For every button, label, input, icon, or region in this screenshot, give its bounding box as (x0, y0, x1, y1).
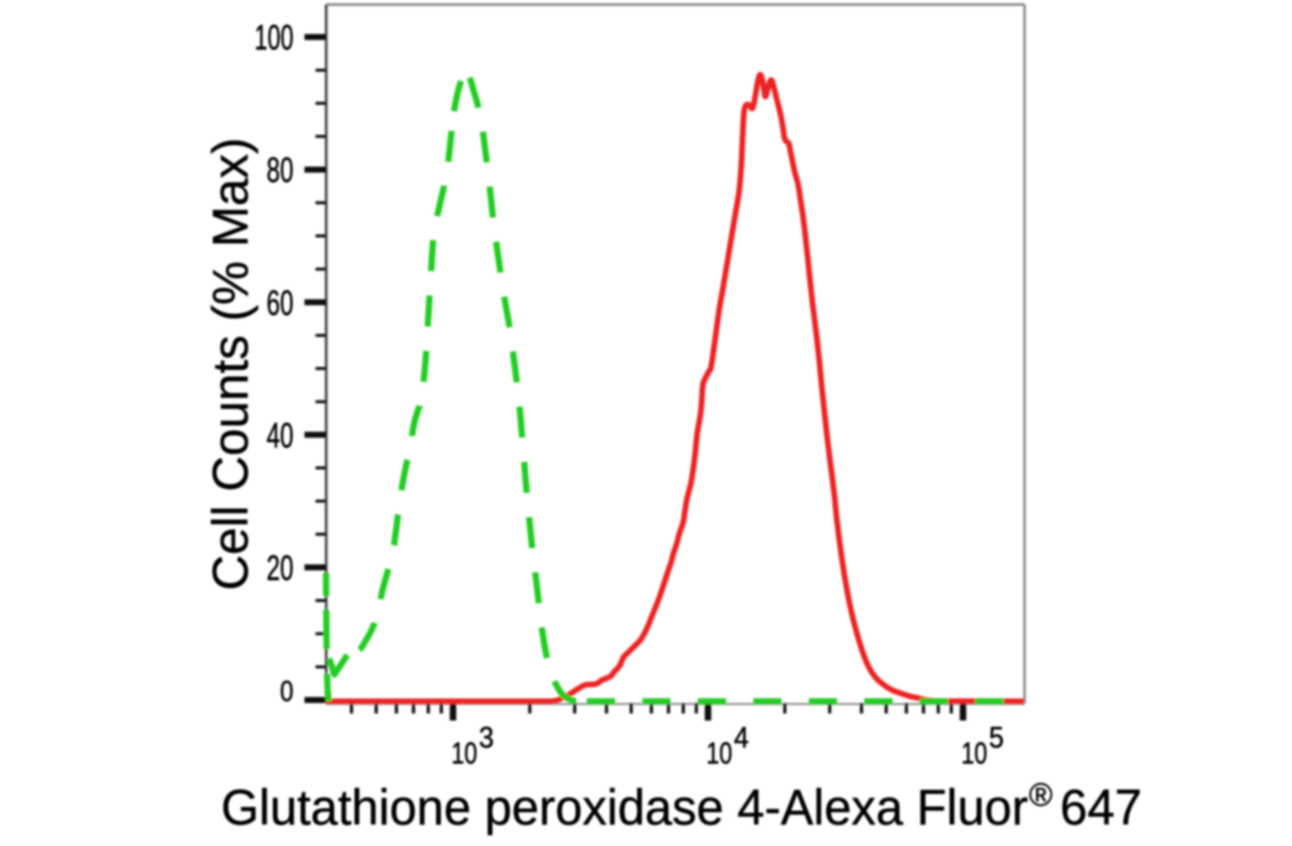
svg-text:40: 40 (267, 416, 294, 455)
svg-text:647: 647 (1060, 780, 1142, 836)
svg-text:20: 20 (267, 549, 294, 588)
svg-text:10: 10 (961, 737, 987, 771)
svg-text:5: 5 (989, 722, 1004, 755)
svg-text:80: 80 (267, 151, 294, 190)
svg-text:Glutathione peroxidase 4-Alexa: Glutathione peroxidase 4-Alexa Fluor (221, 780, 1028, 836)
svg-text:®: ® (1029, 777, 1053, 813)
svg-text:100: 100 (255, 19, 294, 58)
svg-text:10: 10 (706, 737, 732, 771)
svg-text:3: 3 (479, 722, 494, 755)
svg-text:Cell Counts (% Max): Cell Counts (% Max) (203, 138, 259, 591)
svg-text:0: 0 (280, 676, 294, 708)
svg-text:4: 4 (734, 722, 749, 755)
svg-text:60: 60 (267, 284, 294, 323)
svg-text:10: 10 (451, 737, 477, 771)
